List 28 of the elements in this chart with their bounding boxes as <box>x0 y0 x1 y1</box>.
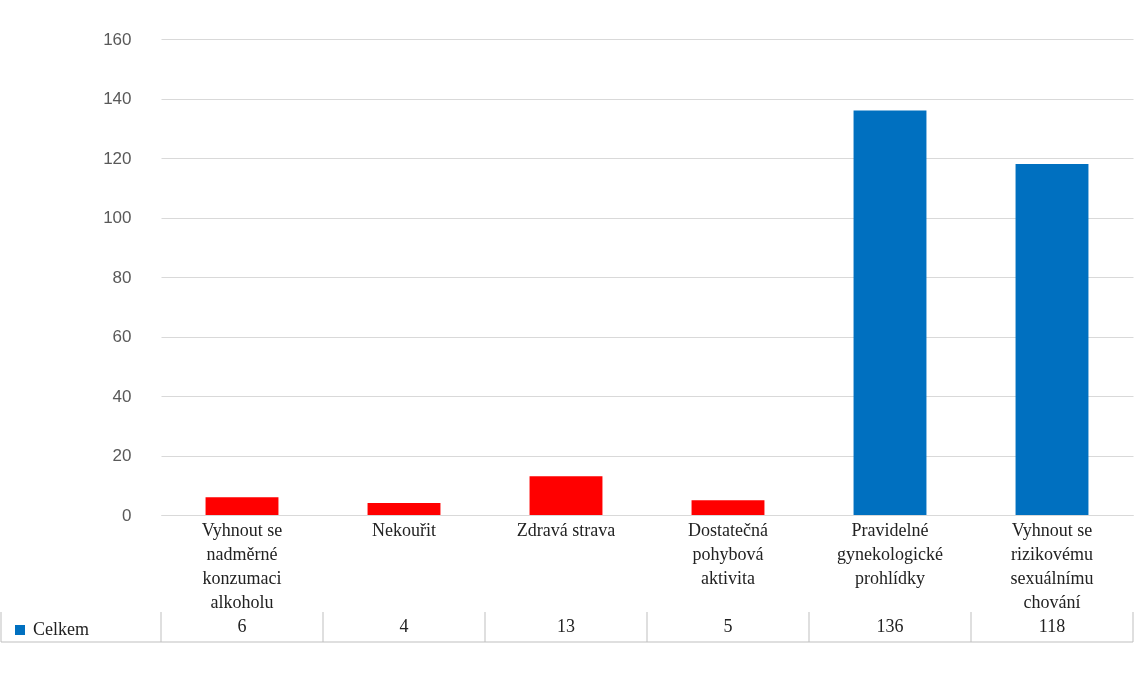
data-label: 5 <box>723 616 733 636</box>
y-tick-label: 100 <box>103 208 132 227</box>
bar <box>691 500 765 515</box>
y-tick-label: 160 <box>103 29 132 49</box>
y-tick-label: 80 <box>112 267 132 287</box>
y-tick-label: 120 <box>103 148 132 168</box>
legend-label: Celkem <box>33 619 89 639</box>
data-label: 136 <box>876 616 904 636</box>
x-tick-label: Vyhnout se rizikovému sexuálnímu chování <box>1010 519 1094 612</box>
bar <box>1015 163 1089 515</box>
x-tick-label: Vyhnout se nadměrné konzumaci alkoholu <box>201 519 283 612</box>
bar <box>529 476 603 515</box>
data-label: 118 <box>1038 616 1066 636</box>
data-label: 6 <box>237 616 247 636</box>
x-tick-label: Zdravá strava <box>516 519 616 540</box>
data-label: 13 <box>557 616 575 636</box>
data-label: 4 <box>399 616 409 636</box>
y-tick-label: 0 <box>122 505 132 525</box>
y-tick-label: 140 <box>103 89 132 108</box>
y-tick-label: 20 <box>112 446 132 465</box>
x-tick-label: Dostatečná pohybová aktivita <box>688 519 768 588</box>
y-tick-label: 40 <box>112 386 132 406</box>
bar <box>205 497 279 515</box>
y-tick-label: 60 <box>112 327 132 346</box>
bar <box>853 110 927 515</box>
x-tick-label: Pravidelné gynekologické prohlídky <box>837 519 943 588</box>
x-tick-label: Nekouřit <box>372 519 436 540</box>
bar <box>367 503 441 515</box>
